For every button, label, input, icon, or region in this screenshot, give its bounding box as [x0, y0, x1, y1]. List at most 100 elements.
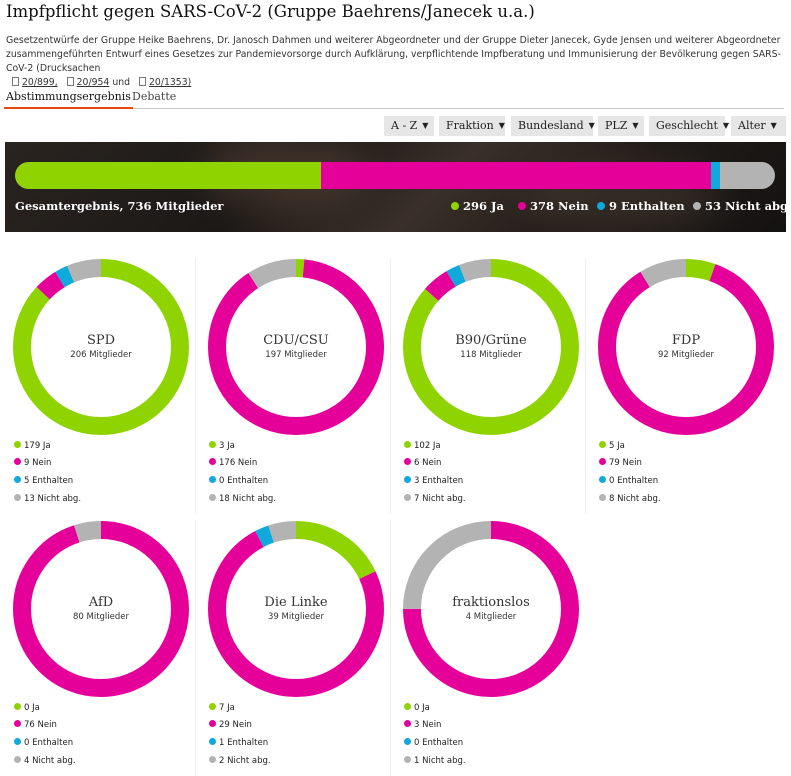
dot-enthalten: [404, 476, 411, 483]
legend-enthalten: 0 Enthalten: [599, 476, 658, 486]
legend-enthalten-text: 0 Enthalten: [414, 738, 464, 748]
filter-geschlecht[interactable]: Geschlecht ▼: [649, 116, 729, 136]
legend-enthalten: 1 Enthalten: [209, 738, 268, 748]
legend-ja: 7 Ja: [209, 703, 235, 713]
legend-nicht: 8 Nicht abg.: [599, 494, 661, 504]
caret-down-icon: ▼: [770, 121, 777, 130]
dot-nein: [404, 458, 411, 465]
filter-alter[interactable]: Alter ▼: [731, 116, 786, 136]
legend-nein: 9 Nein: [14, 458, 51, 468]
filter-plz[interactable]: PLZ ▼: [598, 116, 644, 136]
doc-link-3[interactable]: 20/1353): [148, 77, 192, 88]
document-icon: [66, 77, 74, 86]
legend-ja: 102 Ja: [404, 441, 441, 451]
dot-enthalten: [404, 738, 411, 745]
party-members: 4 Mitglieder: [465, 612, 517, 622]
dot-nicht: [693, 202, 701, 210]
party-card[interactable]: fraktionslos 4 Mitglieder 0 Ja 3 Nein 0 Enth…: [396, 520, 586, 776]
dot-nein: [209, 720, 216, 727]
legend-nicht-text: 7 Nicht abg.: [414, 494, 466, 504]
bar-segment-enthalten: [710, 162, 721, 189]
party-card[interactable]: B90/Grüne 118 Mitglieder 102 Ja 6 Nein 3 Ent…: [396, 258, 586, 514]
legend-nein: 378 Nein: [518, 199, 589, 213]
filter-bundesland[interactable]: Bundesland ▼: [511, 116, 595, 136]
filter-geschlecht-label: Geschlecht: [656, 119, 718, 132]
donut-segment-nicht: [13, 521, 189, 697]
filter-alter-label: Alter: [738, 119, 766, 132]
donut-segment-nein: [208, 521, 384, 697]
legend-enthalten: 5 Enthalten: [14, 476, 73, 486]
tab-abstimmungsergebnis[interactable]: Abstimmungsergebnis: [4, 90, 133, 109]
dot-nein: [518, 202, 526, 210]
donut-chart: [208, 259, 384, 435]
party-members: 92 Mitglieder: [657, 350, 714, 360]
legend-enthalten-text: 1 Enthalten: [219, 738, 269, 748]
legend-nicht-text: 2 Nicht abg.: [219, 756, 271, 766]
dot-nein: [14, 720, 21, 727]
legend-nicht: 4 Nicht abg.: [14, 756, 76, 766]
legend-nein: 29 Nein: [209, 720, 252, 730]
dot-ja: [14, 703, 21, 710]
dot-nein: [599, 458, 606, 465]
description: Gesetzentwürfe der Gruppe Heike Baehrens…: [6, 34, 786, 90]
party-name: fraktionslos: [452, 595, 530, 610]
party-card[interactable]: AfD 80 Mitglieder 0 Ja 76 Nein 0 Enthalten 4 …: [6, 520, 196, 776]
party-name: FDP: [671, 333, 701, 348]
dot-nicht: [209, 756, 216, 763]
legend-enthalten: 0 Enthalten: [404, 738, 463, 748]
legend-ja: 179 Ja: [14, 441, 51, 451]
filter-plz-label: PLZ: [605, 119, 628, 132]
dot-ja: [14, 441, 21, 448]
legend-ja: 0 Ja: [14, 703, 40, 713]
legend-nein-text: 6 Nein: [414, 458, 442, 468]
donut-chart: [403, 259, 579, 435]
legend-enthalten-text: 3 Enthalten: [414, 476, 464, 486]
filter-fraktion[interactable]: Fraktion ▼: [439, 116, 505, 136]
party-card[interactable]: SPD 206 Mitglieder 179 Ja 9 Nein 5 Enthalten…: [6, 258, 196, 514]
caret-down-icon: ▼: [498, 121, 505, 130]
doc-link-2[interactable]: 20/954: [76, 77, 110, 88]
party-name: Die Linke: [264, 595, 328, 610]
legend-nein: 79 Nein: [599, 458, 642, 468]
legend-nein-text: 79 Nein: [609, 458, 642, 468]
bar-segment-nicht: [720, 162, 775, 189]
filter-a-z[interactable]: A - Z ▼: [384, 116, 434, 136]
legend-ja: 3 Ja: [209, 441, 235, 451]
legend-nicht-text: 13 Nicht abg.: [24, 494, 82, 504]
document-icon: [138, 77, 146, 86]
party-name: AfD: [88, 595, 114, 610]
legend-enthalten: 0 Enthalten: [209, 476, 268, 486]
legend-enthalten-text: 0 Enthalten: [24, 738, 74, 748]
doc-link-1[interactable]: 20/899,: [22, 77, 58, 88]
donut-segment-nicht: [13, 259, 189, 435]
tab-debatte[interactable]: Debatte: [132, 90, 177, 103]
filter-bundesland-label: Bundesland: [518, 119, 584, 132]
tab-bar: Abstimmungsergebnis Debatte: [4, 90, 784, 109]
legend-nicht: 13 Nicht abg.: [14, 494, 81, 504]
filter-a-z-label: A - Z: [391, 119, 418, 132]
legend-ja: 296 Ja: [451, 199, 504, 213]
legend-nicht: 53 Nicht abg.: [693, 199, 786, 213]
dot-nicht: [404, 494, 411, 501]
party-members: 118 Mitglieder: [460, 350, 522, 360]
dot-enthalten: [14, 738, 21, 745]
donut-segment-nein: [208, 259, 384, 435]
dot-nein: [14, 458, 21, 465]
dot-nicht: [209, 494, 216, 501]
donut-chart: [598, 259, 774, 435]
legend-enthalten-text: 0 Enthalten: [609, 476, 659, 486]
party-card[interactable]: CDU/CSU 197 Mitglieder 3 Ja 176 Nein 0 Entha…: [201, 258, 391, 514]
donut-segment-nicht: [598, 259, 774, 435]
legend-nicht: 18 Nicht abg.: [209, 494, 276, 504]
party-card[interactable]: FDP 92 Mitglieder 5 Ja 79 Nein 0 Enthalten 8 …: [591, 258, 781, 514]
legend-nein: 3 Nein: [404, 720, 441, 730]
total-label: Gesamtergebnis, 736 Mitglieder: [15, 199, 224, 213]
legend-nicht-text: 18 Nicht abg.: [219, 494, 277, 504]
total-result-bar: [15, 162, 775, 189]
dot-nicht: [14, 494, 21, 501]
party-card[interactable]: Die Linke 39 Mitglieder 7 Ja 29 Nein 1 Entha…: [201, 520, 391, 776]
party-members: 39 Mitglieder: [267, 612, 324, 622]
legend-nicht-text: 53 Nicht abg.: [705, 199, 786, 213]
legend-nein-text: 378 Nein: [530, 199, 589, 213]
dot-ja: [451, 202, 459, 210]
